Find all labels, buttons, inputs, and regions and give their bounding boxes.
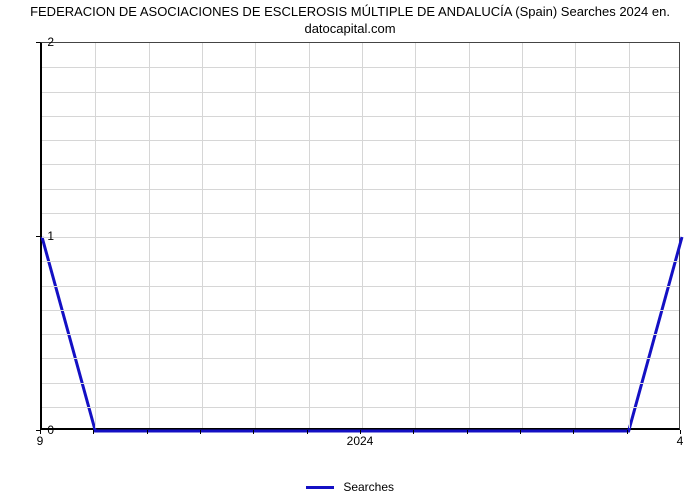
x-tick-mark: [307, 430, 308, 434]
chart-title-line2: datocapital.com: [304, 21, 395, 36]
x-tick-label: 9: [37, 434, 44, 448]
x-tick-mark: [253, 430, 254, 434]
x-tick-mark: [467, 430, 468, 434]
gridline-v: [469, 43, 470, 428]
gridline-v: [522, 43, 523, 428]
gridline-v: [629, 43, 630, 428]
plot-area: [40, 42, 680, 430]
x-tick-mark: [147, 430, 148, 434]
legend: Searches: [0, 480, 700, 494]
gridline-v: [415, 43, 416, 428]
x-tick-label: 4: [677, 434, 684, 448]
gridline-h: [42, 189, 679, 190]
gridline-h: [42, 92, 679, 93]
gridline-h: [42, 334, 679, 335]
gridline-h: [42, 358, 679, 359]
gridline-h: [42, 286, 679, 287]
y-tick-label: 2: [47, 35, 54, 49]
gridline-h: [42, 383, 679, 384]
gridline-h: [42, 116, 679, 117]
gridline-h: [42, 140, 679, 141]
gridline-h: [42, 310, 679, 311]
gridline-v: [202, 43, 203, 428]
chart-title: FEDERACION DE ASOCIACIONES DE ESCLEROSIS…: [0, 4, 700, 38]
y-tick-mark: [36, 42, 40, 43]
x-tick-mark: [413, 430, 414, 434]
gridline-v: [95, 43, 96, 428]
gridline-v: [255, 43, 256, 428]
gridline-h: [42, 407, 679, 408]
y-tick-label: 0: [47, 423, 54, 437]
x-tick-mark: [200, 430, 201, 434]
y-tick-mark: [36, 236, 40, 237]
gridline-v: [309, 43, 310, 428]
gridline-v: [362, 43, 363, 428]
gridline-h: [42, 261, 679, 262]
x-tick-mark: [627, 430, 628, 434]
legend-swatch: [306, 486, 334, 489]
gridline-h: [42, 67, 679, 68]
legend-label: Searches: [343, 480, 394, 494]
gridline-h: [42, 213, 679, 214]
gridline-h: [42, 237, 679, 238]
chart-title-line1: FEDERACION DE ASOCIACIONES DE ESCLEROSIS…: [30, 4, 670, 19]
x-tick-mark: [520, 430, 521, 434]
x-tick-label: 2024: [347, 434, 374, 448]
x-tick-mark: [93, 430, 94, 434]
y-tick-label: 1: [47, 229, 54, 243]
gridline-h: [42, 164, 679, 165]
x-tick-mark: [573, 430, 574, 434]
gridline-v: [149, 43, 150, 428]
gridline-v: [575, 43, 576, 428]
